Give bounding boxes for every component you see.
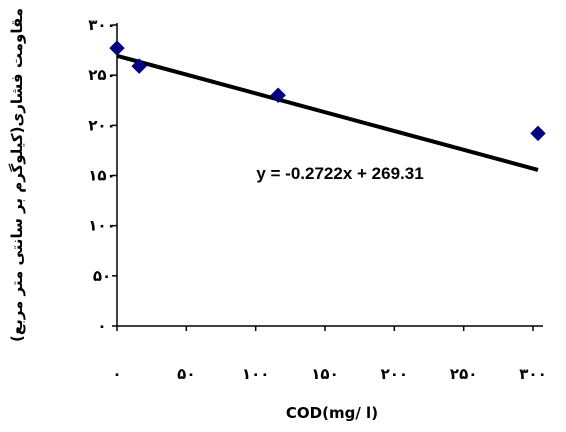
x-tick-label: ۲۵۰ — [450, 365, 477, 383]
x-tick-label: ۵۰ — [177, 365, 195, 383]
y-tick-label: ۱۰۰ — [88, 217, 115, 235]
data-point — [131, 58, 147, 74]
x-tick-label: ۳۰۰ — [519, 365, 546, 383]
data-point — [270, 87, 286, 103]
axes: ۰ ۵۰ ۱۰۰ ۱۵۰ ۲۰۰ ۲۵۰ ۳۰۰ ۰ ۵۰ ۱۰۰ ۱۵۰ ۲۰۰ ۲۵۰ ۳۰۰ — [88, 16, 546, 383]
x-tick-label: ۱۵۰ — [311, 365, 338, 383]
y-tick-label: ۲۵۰ — [88, 66, 115, 84]
y-tick-label: ۱۵۰ — [88, 167, 115, 185]
x-axis-title: COD(mg/ l) — [286, 404, 378, 422]
y-tick-label: ۰ — [97, 317, 106, 335]
trendline-equation: y = -0.2722x + 269.31 — [256, 164, 423, 183]
x-axis-ticks: ۰ ۵۰ ۱۰۰ ۱۵۰ ۲۰۰ ۲۵۰ ۳۰۰ — [112, 326, 547, 383]
y-tick-label: ۵۰ — [93, 267, 111, 285]
data-point — [530, 125, 546, 142]
x-tick-label: ۱۰۰ — [242, 365, 269, 383]
x-tick-label: ۰ — [112, 365, 121, 383]
data-point — [109, 40, 125, 56]
y-tick-label: ۳۰۰ — [88, 16, 115, 34]
x-tick-label: ۲۰۰ — [381, 365, 408, 383]
y-axis-title: مقاومت فشاری(کیلوگرم بر سانتی متر مربع) — [8, 8, 26, 342]
data-points — [109, 40, 546, 142]
trendline-group — [116, 53, 539, 172]
y-axis-ticks: ۰ ۵۰ ۱۰۰ ۱۵۰ ۲۰۰ ۲۵۰ ۳۰۰ — [88, 16, 117, 335]
trendline — [116, 53, 539, 172]
y-tick-label: ۲۰۰ — [88, 116, 115, 134]
